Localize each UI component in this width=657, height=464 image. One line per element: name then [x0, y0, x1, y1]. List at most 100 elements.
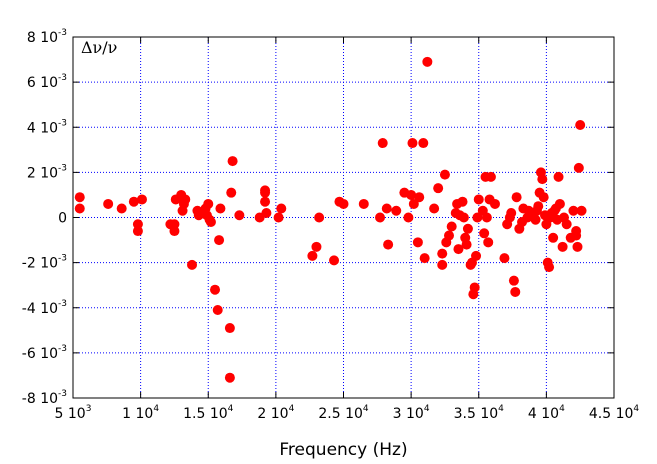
- data-point: [439, 169, 450, 180]
- data-point: [499, 253, 510, 264]
- y-tick-label: 0: [58, 211, 67, 227]
- data-point: [418, 138, 429, 149]
- data-point: [481, 212, 492, 223]
- data-point: [383, 239, 394, 250]
- data-point: [276, 203, 287, 214]
- y-tick-label: 2 10-3: [27, 163, 67, 181]
- data-point: [212, 305, 223, 316]
- data-point: [307, 250, 318, 261]
- x-tick-label: 2 104: [257, 404, 294, 422]
- data-point: [461, 239, 472, 250]
- data-point: [471, 250, 482, 261]
- data-point: [479, 228, 490, 239]
- data-point: [419, 253, 430, 264]
- x-axis-title: Frequency (Hz): [279, 440, 407, 460]
- data-point: [205, 217, 216, 228]
- data-point: [210, 284, 221, 295]
- y-tick-label: -8 10-3: [22, 389, 67, 407]
- data-point: [561, 219, 572, 230]
- data-point: [311, 241, 322, 252]
- data-point: [554, 198, 565, 209]
- data-point: [573, 162, 584, 173]
- x-tick-label: 5 103: [55, 404, 92, 422]
- data-point: [180, 194, 191, 205]
- data-point: [169, 226, 180, 237]
- data-point: [572, 241, 583, 252]
- data-point: [538, 192, 549, 203]
- data-point: [533, 201, 544, 212]
- x-tick-label: 2.5 104: [318, 404, 369, 422]
- data-point: [261, 207, 272, 218]
- data-point: [136, 194, 147, 205]
- data-point: [381, 203, 392, 214]
- y-tick-label: 4 10-3: [27, 118, 67, 136]
- data-point: [273, 212, 284, 223]
- x-tick-label: 1 104: [122, 404, 159, 422]
- data-point: [483, 237, 494, 248]
- data-point: [234, 210, 245, 221]
- inset-label: Δν/ν: [81, 38, 117, 57]
- data-point: [429, 203, 440, 214]
- data-point: [511, 192, 522, 203]
- data-point: [132, 226, 143, 237]
- data-point: [469, 282, 480, 293]
- data-point: [457, 196, 468, 207]
- data-point: [314, 212, 325, 223]
- data-point: [458, 212, 469, 223]
- y-tick-label: -6 10-3: [22, 344, 67, 362]
- data-point: [414, 192, 425, 203]
- data-point: [568, 205, 579, 216]
- data-point: [553, 171, 564, 182]
- data-point: [473, 194, 484, 205]
- data-point: [329, 255, 340, 266]
- data-point: [462, 223, 473, 234]
- axis-ticks: 5 103 1 104 1.5 104 2 104 2.5 104 3 104 3.5 10…: [22, 28, 640, 422]
- x-tick-label: 1.5 104: [183, 404, 234, 422]
- data-point: [433, 183, 444, 194]
- data-point: [537, 174, 548, 185]
- data-point: [446, 221, 457, 232]
- data-point: [408, 198, 419, 209]
- data-point: [103, 198, 114, 209]
- data-point: [74, 203, 85, 214]
- y-tick-label: 6 10-3: [27, 73, 67, 91]
- data-point: [391, 205, 402, 216]
- data-point: [375, 212, 386, 223]
- data-point: [338, 198, 349, 209]
- data-point: [443, 230, 454, 241]
- data-point: [260, 187, 271, 198]
- data-point: [406, 189, 417, 200]
- data-point: [472, 212, 483, 223]
- data-point: [530, 214, 541, 225]
- data-point: [544, 262, 555, 273]
- data-point: [226, 187, 237, 198]
- data-point: [575, 119, 586, 130]
- y-tick-label: 8 10-3: [27, 28, 67, 46]
- data-point: [437, 248, 448, 259]
- data-point: [224, 323, 235, 334]
- data-point: [403, 212, 414, 223]
- data-point: [187, 259, 198, 270]
- data-point: [260, 196, 271, 207]
- x-tick-label: 3.5 104: [454, 404, 505, 422]
- data-point: [74, 192, 85, 203]
- data-point: [358, 198, 369, 209]
- x-tick-label: 3 104: [393, 404, 430, 422]
- data-point: [489, 198, 500, 209]
- y-tick-label: -2 10-3: [22, 254, 67, 272]
- data-point: [576, 205, 587, 216]
- data-point: [215, 203, 226, 214]
- data-point: [377, 138, 388, 149]
- data-point: [128, 196, 139, 207]
- data-point: [453, 244, 464, 255]
- data-point: [116, 203, 127, 214]
- x-tick-label: 4.5 104: [589, 404, 640, 422]
- data-point: [407, 138, 418, 149]
- data-point: [485, 171, 496, 182]
- x-tick-label: 4 104: [528, 404, 565, 422]
- data-point: [437, 259, 448, 270]
- data-point: [508, 275, 519, 286]
- data-point: [571, 230, 582, 241]
- data-point: [506, 207, 517, 218]
